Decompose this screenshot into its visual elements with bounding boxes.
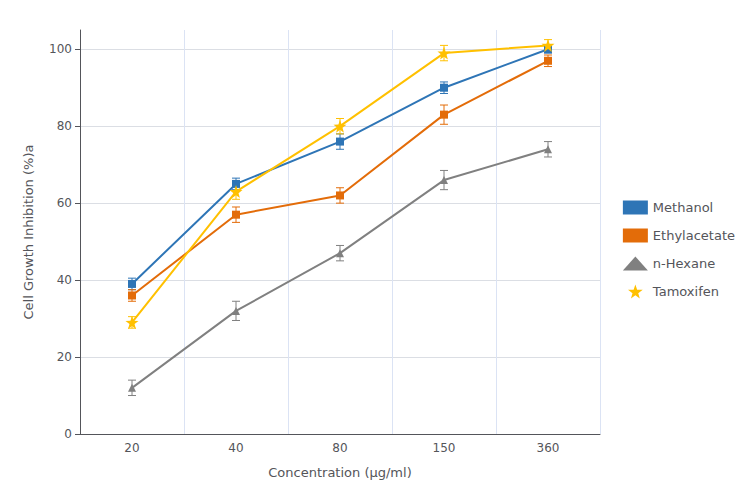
svg-text:360: 360 [537,441,560,455]
svg-text:100: 100 [49,42,72,56]
svg-text:Ethylacetate: Ethylacetate [653,228,735,243]
svg-text:150: 150 [433,441,456,455]
svg-text:n-Hexane: n-Hexane [653,256,715,271]
svg-text:Concentration (μg/ml): Concentration (μg/ml) [268,465,411,480]
svg-text:Methanol: Methanol [653,200,713,215]
svg-text:0: 0 [64,427,72,441]
svg-text:40: 40 [228,441,243,455]
svg-text:80: 80 [57,119,72,133]
svg-text:60: 60 [57,196,72,210]
svg-text:80: 80 [332,441,347,455]
svg-text:20: 20 [57,350,72,364]
svg-text:Tamoxifen: Tamoxifen [652,284,719,299]
svg-text:Cell Growth Inhibition (%)a: Cell Growth Inhibition (%)a [21,145,36,320]
svg-text:40: 40 [57,273,72,287]
svg-text:20: 20 [124,441,139,455]
